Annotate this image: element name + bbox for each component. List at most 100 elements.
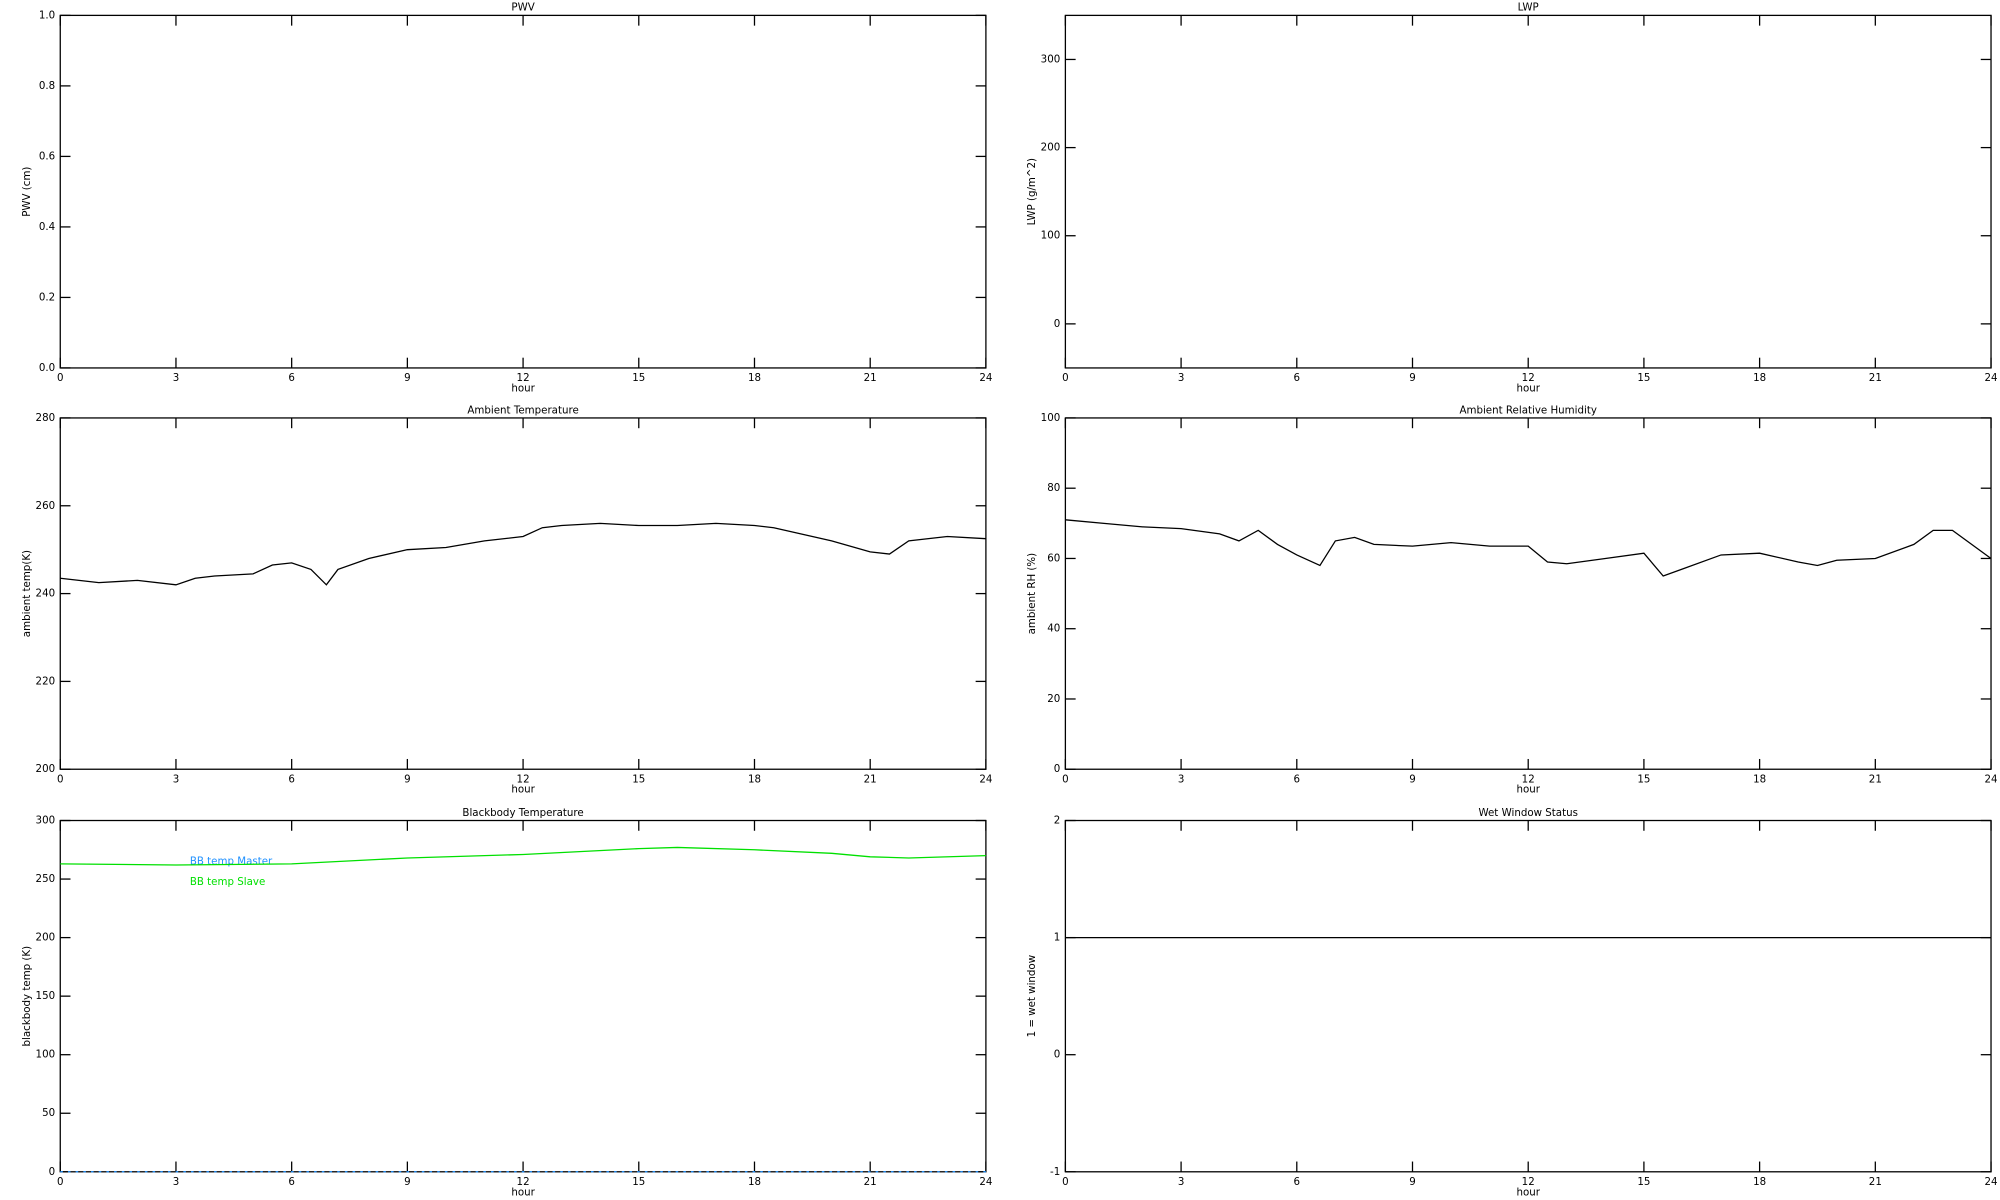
- legend-entry: BB temp Slave: [190, 876, 265, 888]
- x-tick-label: 0: [1062, 372, 1069, 384]
- data-line: [60, 846, 986, 866]
- x-tick-label: 6: [288, 1176, 295, 1188]
- y-tick-label: 0.8: [39, 80, 55, 92]
- plot-frame: [1064, 14, 1992, 369]
- y-tick-label: 300: [1041, 53, 1061, 65]
- x-tick-label: 6: [1294, 372, 1301, 384]
- y-tick-label: 80: [1047, 482, 1060, 494]
- y-tick-label: 100: [1041, 230, 1061, 242]
- x-tick-label: 3: [173, 372, 180, 384]
- plot-frame: [59, 819, 987, 1173]
- x-tick-label: 0: [1062, 773, 1069, 785]
- y-tick-label: -1: [1050, 1166, 1060, 1178]
- x-tick-label: 3: [1178, 372, 1185, 384]
- chart-panel: Blackbody Temperature hour blackbody temp …: [21, 807, 992, 1198]
- x-tick-label: 12: [1522, 372, 1535, 384]
- x-tick-label: 15: [1637, 1176, 1650, 1188]
- y-tick-label: 280: [36, 412, 56, 424]
- x-tick-label: 18: [748, 773, 761, 785]
- x-tick-label: 15: [632, 372, 645, 384]
- chart-title: PWV: [511, 2, 534, 14]
- x-tick-label: 18: [748, 372, 761, 384]
- chart-panel: Ambient Relative Humidity hour ambient RH …: [1026, 404, 1997, 795]
- x-axis-label: hour: [1516, 784, 1540, 796]
- y-axis-label: ambient RH (%): [1026, 553, 1038, 635]
- y-axis-label: PWV (cm): [21, 167, 33, 217]
- x-tick-label: 15: [632, 1176, 645, 1188]
- x-tick-label: 3: [173, 773, 180, 785]
- y-tick-label: 250: [36, 873, 56, 885]
- y-axis-label: 1 = wet window: [1026, 955, 1038, 1037]
- x-tick-label: 9: [1409, 773, 1416, 785]
- x-axis-label: hour: [511, 1186, 535, 1198]
- x-tick-label: 9: [404, 773, 411, 785]
- x-tick-label: 15: [1637, 773, 1650, 785]
- x-tick-label: 24: [1985, 773, 1998, 785]
- y-tick-label: 0: [49, 1166, 56, 1178]
- x-tick-label: 18: [1753, 773, 1766, 785]
- x-tick-label: 21: [864, 1176, 877, 1188]
- y-axis-label: blackbody temp (K): [21, 946, 33, 1047]
- x-tick-label: 6: [288, 372, 295, 384]
- plot-frame: [59, 417, 987, 770]
- y-tick-label: 150: [36, 990, 56, 1002]
- x-tick-label: 24: [979, 372, 992, 384]
- x-tick-label: 21: [1869, 773, 1882, 785]
- x-tick-label: 0: [1062, 1176, 1069, 1188]
- x-tick-label: 9: [404, 372, 411, 384]
- x-tick-label: 9: [1409, 372, 1416, 384]
- x-axis-label: hour: [1516, 382, 1540, 394]
- y-tick-label: 0.2: [39, 291, 55, 303]
- chart-panel: Wet Window Status hour 1 = wet window 0 3 6 9 1…: [1026, 807, 1997, 1198]
- x-axis-label: hour: [1516, 1186, 1540, 1198]
- x-tick-label: 24: [1985, 1176, 1998, 1188]
- x-tick-label: 21: [1869, 372, 1882, 384]
- x-tick-label: 18: [1753, 1176, 1766, 1188]
- x-tick-label: 21: [1869, 1176, 1882, 1188]
- plot-frame: [59, 14, 987, 369]
- x-tick-label: 18: [748, 1176, 761, 1188]
- x-tick-label: 24: [979, 773, 992, 785]
- y-tick-label: 100: [1041, 412, 1061, 424]
- x-tick-label: 9: [404, 1176, 411, 1188]
- y-tick-label: 0.4: [39, 221, 55, 233]
- x-tick-label: 6: [288, 773, 295, 785]
- y-tick-label: 200: [36, 763, 56, 775]
- x-tick-label: 12: [517, 372, 530, 384]
- plot-frame: [1064, 417, 1992, 770]
- data-line: [60, 522, 986, 586]
- x-tick-label: 3: [173, 1176, 180, 1188]
- y-tick-label: 0.6: [39, 150, 55, 162]
- y-tick-label: 1: [1054, 932, 1061, 944]
- x-tick-label: 0: [57, 372, 64, 384]
- chart-title: Ambient Temperature: [467, 404, 578, 416]
- chart-title: Blackbody Temperature: [462, 807, 583, 819]
- chart-panel: PWV hour PWV (cm) 0 3 6 9 12 15 18 21 24 0.0 0.2 0.4 0.…: [21, 2, 992, 395]
- y-tick-label: 220: [36, 675, 56, 687]
- x-tick-label: 6: [1294, 1176, 1301, 1188]
- chart-title: Ambient Relative Humidity: [1459, 404, 1597, 416]
- x-tick-label: 12: [517, 773, 530, 785]
- y-tick-label: 0: [1054, 763, 1061, 775]
- y-tick-label: 300: [36, 815, 56, 827]
- chart-title: Wet Window Status: [1478, 807, 1577, 819]
- y-tick-label: 1.0: [39, 9, 55, 21]
- y-tick-label: 260: [36, 500, 56, 512]
- y-tick-label: 200: [1041, 142, 1061, 154]
- y-tick-label: 20: [1047, 693, 1060, 705]
- x-tick-label: 3: [1178, 1176, 1185, 1188]
- x-axis-label: hour: [511, 784, 535, 796]
- x-tick-label: 15: [632, 773, 645, 785]
- x-tick-label: 24: [1985, 372, 1998, 384]
- x-tick-label: 15: [1637, 372, 1650, 384]
- x-tick-label: 0: [57, 1176, 64, 1188]
- x-axis-label: hour: [511, 382, 535, 394]
- x-tick-label: 12: [517, 1176, 530, 1188]
- x-tick-label: 3: [1178, 773, 1185, 785]
- x-tick-label: 12: [1522, 773, 1535, 785]
- data-line: [1065, 519, 1992, 577]
- y-tick-label: 0.0: [39, 362, 55, 374]
- y-tick-label: 0: [1054, 318, 1061, 330]
